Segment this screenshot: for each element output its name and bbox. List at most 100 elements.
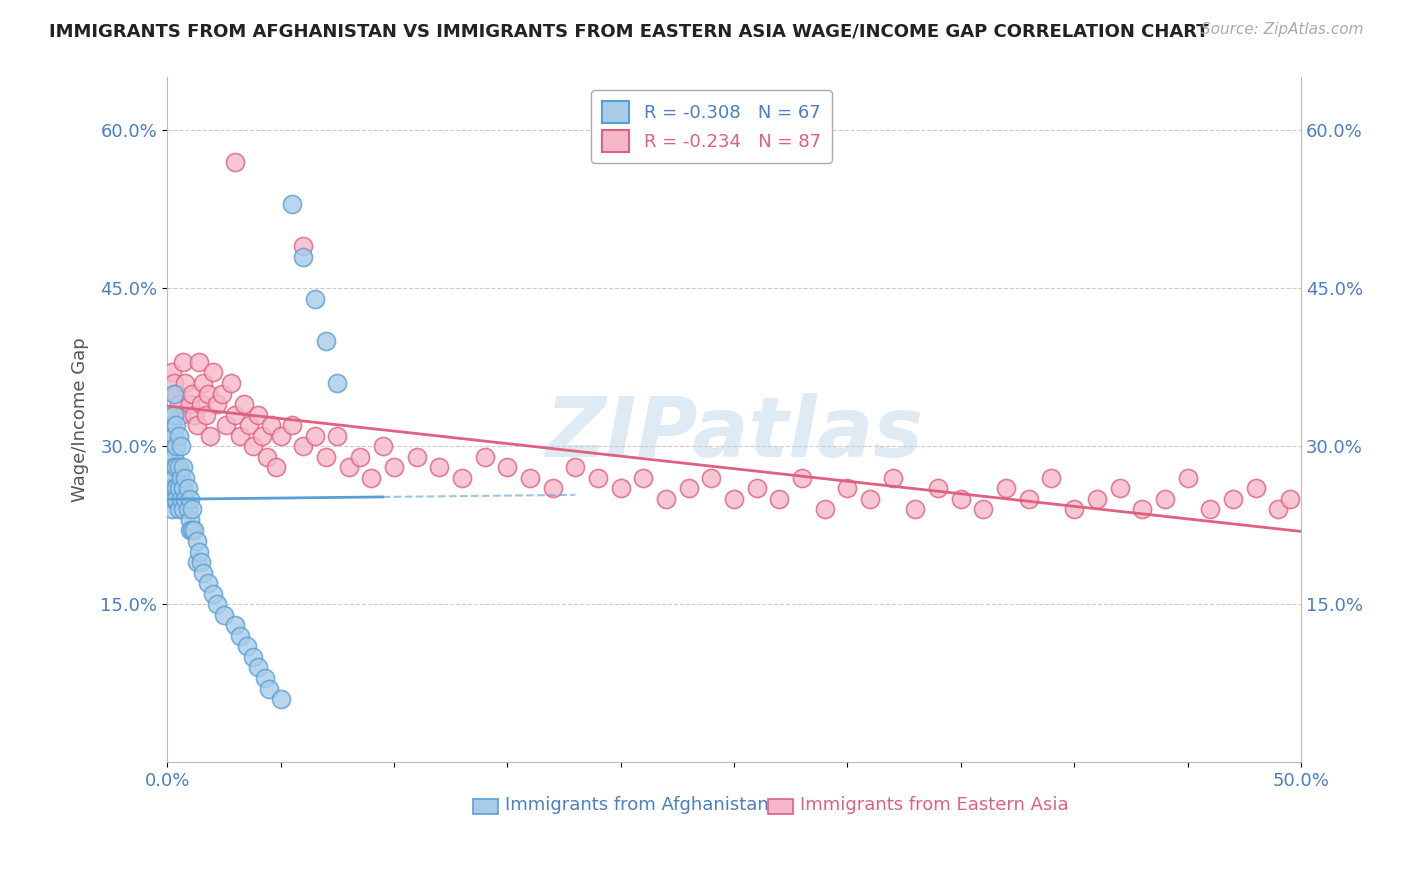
Point bbox=[224, 408, 246, 422]
Point bbox=[270, 428, 292, 442]
Point bbox=[170, 491, 193, 506]
Point bbox=[160, 491, 183, 506]
Point bbox=[159, 408, 181, 422]
Point bbox=[160, 366, 183, 380]
Text: IMMIGRANTS FROM AFGHANISTAN VS IMMIGRANTS FROM EASTERN ASIA WAGE/INCOME GAP CORR: IMMIGRANTS FROM AFGHANISTAN VS IMMIGRANT… bbox=[49, 22, 1209, 40]
Point bbox=[253, 671, 276, 685]
Point bbox=[163, 481, 186, 495]
Point bbox=[224, 618, 246, 632]
Point bbox=[745, 481, 768, 495]
Point bbox=[1278, 491, 1301, 506]
Point bbox=[700, 471, 723, 485]
Point bbox=[194, 408, 217, 422]
Point bbox=[246, 408, 269, 422]
Point bbox=[1244, 481, 1267, 495]
Point bbox=[229, 629, 252, 643]
FancyBboxPatch shape bbox=[474, 798, 498, 814]
Point bbox=[337, 460, 360, 475]
Point bbox=[174, 471, 197, 485]
Point bbox=[197, 576, 219, 591]
Point bbox=[159, 439, 181, 453]
Point bbox=[190, 555, 212, 569]
Point bbox=[1199, 502, 1222, 516]
Point bbox=[405, 450, 427, 464]
Point bbox=[181, 524, 204, 538]
Point bbox=[167, 397, 190, 411]
Point bbox=[163, 386, 186, 401]
Point bbox=[212, 607, 235, 622]
Point bbox=[172, 502, 194, 516]
Point bbox=[219, 376, 242, 390]
Point bbox=[927, 481, 949, 495]
Point bbox=[270, 692, 292, 706]
Point bbox=[163, 376, 186, 390]
Point bbox=[181, 386, 204, 401]
Point bbox=[315, 450, 337, 464]
Point bbox=[163, 408, 186, 422]
Point bbox=[163, 491, 186, 506]
Point bbox=[242, 439, 264, 453]
Point bbox=[655, 491, 678, 506]
Point bbox=[160, 418, 183, 433]
Point bbox=[197, 386, 219, 401]
Point bbox=[174, 376, 197, 390]
Point bbox=[186, 555, 208, 569]
Point bbox=[519, 471, 541, 485]
Point bbox=[678, 481, 700, 495]
Point bbox=[165, 491, 187, 506]
Point bbox=[609, 481, 631, 495]
Point bbox=[190, 397, 212, 411]
Point bbox=[170, 408, 193, 422]
Point bbox=[281, 418, 304, 433]
Point bbox=[292, 250, 315, 264]
Point bbox=[224, 154, 246, 169]
Point bbox=[882, 471, 904, 485]
Point bbox=[541, 481, 564, 495]
Point bbox=[179, 397, 201, 411]
Point bbox=[427, 460, 450, 475]
Point bbox=[160, 460, 183, 475]
Point bbox=[160, 502, 183, 516]
Text: Immigrants from Afghanistan: Immigrants from Afghanistan bbox=[505, 797, 769, 814]
Point bbox=[205, 597, 228, 611]
Point bbox=[257, 681, 280, 696]
Point bbox=[233, 397, 256, 411]
Point bbox=[281, 197, 304, 211]
Point bbox=[176, 481, 198, 495]
Point bbox=[201, 587, 224, 601]
Point bbox=[360, 471, 382, 485]
Point bbox=[315, 334, 337, 348]
Point bbox=[179, 513, 201, 527]
Point bbox=[949, 491, 972, 506]
Point bbox=[183, 408, 205, 422]
Point bbox=[179, 491, 201, 506]
Point bbox=[260, 418, 283, 433]
Point bbox=[859, 491, 882, 506]
Point bbox=[1040, 471, 1063, 485]
Point bbox=[246, 660, 269, 674]
Point bbox=[790, 471, 813, 485]
Y-axis label: Wage/Income Gap: Wage/Income Gap bbox=[72, 337, 89, 502]
Point bbox=[205, 397, 228, 411]
Point bbox=[1108, 481, 1130, 495]
Point bbox=[1267, 502, 1289, 516]
Point bbox=[837, 481, 859, 495]
Point bbox=[176, 502, 198, 516]
Point bbox=[167, 481, 190, 495]
Point bbox=[723, 491, 745, 506]
Point bbox=[167, 502, 190, 516]
Point bbox=[814, 502, 837, 516]
Point bbox=[170, 471, 193, 485]
Point bbox=[165, 418, 187, 433]
Point bbox=[496, 460, 519, 475]
Point bbox=[252, 428, 274, 442]
Point bbox=[1222, 491, 1244, 506]
Point bbox=[229, 428, 252, 442]
Point bbox=[159, 481, 181, 495]
Point bbox=[304, 292, 326, 306]
Point bbox=[349, 450, 371, 464]
Point bbox=[163, 450, 186, 464]
Point bbox=[238, 418, 260, 433]
Point bbox=[170, 439, 193, 453]
Point bbox=[186, 534, 208, 549]
